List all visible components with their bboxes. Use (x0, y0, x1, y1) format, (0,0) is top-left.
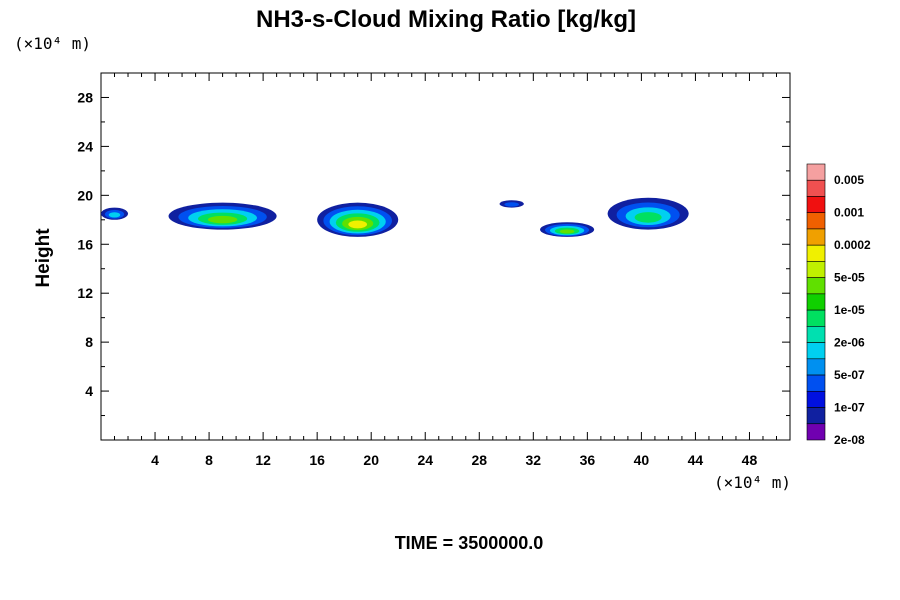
y-axis: 4 8 12 16 20 24 28 (77, 89, 790, 417)
chart-title: NH3-s-Cloud Mixing Ratio [kg/kg] (256, 6, 636, 33)
colorbar-swatch (806, 261, 826, 278)
cloud-level (559, 229, 575, 234)
colorbar-swatch (806, 212, 826, 230)
x-tick-label: 40 (634, 452, 650, 468)
cloud-level (504, 202, 519, 207)
y-unit-label: (×10⁴ m) (14, 34, 91, 53)
x-axis: 4 8 12 16 20 24 28 32 36 40 44 48 (114, 73, 777, 468)
colorbar-label: 2e-06 (834, 336, 865, 350)
colorbar-swatch (806, 407, 826, 425)
colorbar-label: 0.001 (834, 206, 864, 220)
plot-frame (100, 72, 791, 441)
colorbar-swatch (806, 293, 826, 311)
y-tick-label: 8 (85, 334, 93, 350)
colorbar-swatch (806, 244, 826, 262)
x-tick-label: 16 (309, 452, 325, 468)
cloud-patch (317, 202, 399, 237)
plot-area (100, 72, 791, 441)
x-unit-label: (×10⁴ m) (714, 473, 791, 492)
colorbar-swatch (806, 326, 826, 343)
x-tick-label: 8 (205, 452, 213, 468)
colorbar-swatch (806, 163, 826, 181)
colorbar-label: 2e-08 (834, 433, 865, 447)
y-tick-label: 16 (77, 236, 93, 252)
cloud-patch (540, 222, 595, 237)
y-tick-label: 28 (77, 89, 93, 105)
cloud-patch (499, 200, 524, 208)
cloud-level (348, 220, 368, 229)
colorbar-swatch (806, 390, 826, 408)
colorbar-label: 5e-05 (834, 271, 865, 285)
colorbar-swatch (806, 309, 826, 327)
cloud-level (207, 215, 238, 224)
colorbar-swatch (806, 196, 826, 214)
cloud-patch (168, 202, 277, 230)
colorbar: 0.005 0.001 0.0002 5e-05 1e-05 2e-06 5e-07 1e-0… (806, 163, 871, 447)
y-tick-label: 12 (77, 285, 93, 301)
colorbar-swatch (806, 374, 826, 392)
colorbar-swatch (806, 358, 826, 376)
x-tick-label: 24 (417, 452, 433, 468)
y-tick-label: 20 (77, 187, 93, 203)
time-label: TIME = 3500000.0 (395, 533, 544, 553)
colorbar-swatch (806, 228, 826, 246)
colorbar-swatch (806, 342, 826, 360)
y-tick-label: 24 (77, 138, 93, 154)
colorbar-swatch (806, 277, 826, 295)
colorbar-swatch (806, 423, 826, 441)
cloud-patch (607, 197, 689, 230)
x-tick-label: 36 (580, 452, 596, 468)
colorbar-label: 1e-07 (834, 401, 865, 415)
x-tick-label: 4 (151, 452, 159, 468)
cloud-patch (101, 207, 129, 220)
x-tick-label: 44 (688, 452, 704, 468)
y-tick-label: 4 (85, 383, 93, 399)
colorbar-swatch (806, 179, 826, 197)
x-tick-label: 48 (742, 452, 758, 468)
colorbar-label: 0.0002 (834, 238, 871, 252)
cloud-level (108, 212, 121, 218)
x-tick-label: 12 (255, 452, 271, 468)
x-tick-label: 20 (363, 452, 379, 468)
cloud-level (634, 212, 662, 223)
colorbar-label: 5e-07 (834, 368, 865, 382)
colorbar-label: 0.005 (834, 173, 864, 187)
x-tick-label: 28 (471, 452, 487, 468)
x-tick-label: 32 (526, 452, 542, 468)
colorbar-label: 1e-05 (834, 303, 865, 317)
y-axis-label: Height (33, 228, 54, 288)
